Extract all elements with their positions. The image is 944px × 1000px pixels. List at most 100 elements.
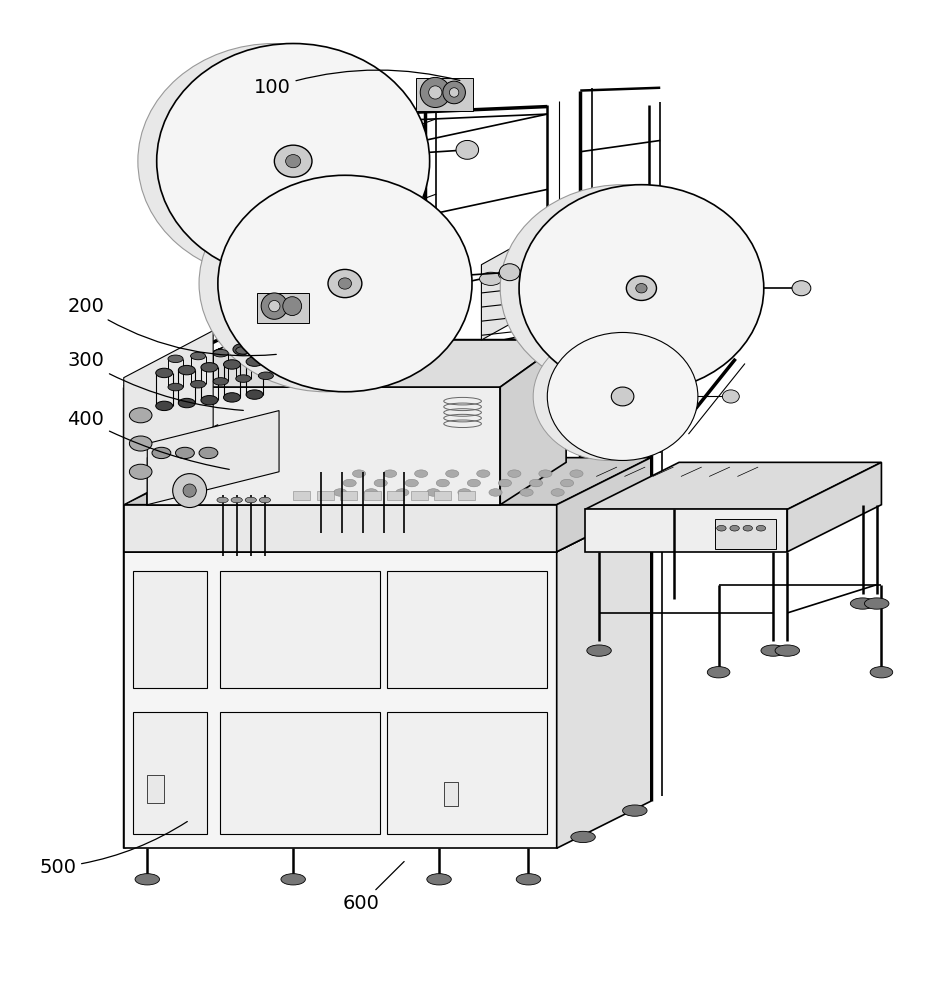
Ellipse shape — [775, 645, 800, 656]
Bar — [387, 571, 548, 688]
Ellipse shape — [178, 398, 195, 408]
Polygon shape — [124, 552, 557, 848]
Text: 600: 600 — [343, 862, 404, 913]
Ellipse shape — [236, 375, 251, 382]
Ellipse shape — [587, 645, 612, 656]
Text: 300: 300 — [67, 351, 244, 410]
Ellipse shape — [280, 340, 297, 351]
Ellipse shape — [129, 408, 152, 423]
Ellipse shape — [236, 347, 251, 354]
Ellipse shape — [520, 489, 533, 496]
Ellipse shape — [517, 263, 540, 276]
Ellipse shape — [328, 269, 362, 298]
Circle shape — [183, 484, 196, 497]
Bar — [411, 491, 428, 500]
Ellipse shape — [224, 360, 241, 369]
Ellipse shape — [477, 470, 490, 477]
Ellipse shape — [129, 436, 152, 451]
Circle shape — [443, 81, 465, 104]
Ellipse shape — [201, 363, 218, 372]
Circle shape — [429, 86, 442, 99]
Ellipse shape — [364, 489, 378, 496]
Ellipse shape — [632, 256, 650, 269]
Ellipse shape — [275, 145, 312, 177]
Ellipse shape — [612, 387, 633, 406]
Polygon shape — [124, 331, 213, 505]
Polygon shape — [416, 78, 473, 111]
Ellipse shape — [508, 470, 521, 477]
Ellipse shape — [257, 342, 274, 353]
Ellipse shape — [343, 479, 356, 487]
Ellipse shape — [551, 489, 565, 496]
Polygon shape — [481, 218, 566, 340]
Ellipse shape — [176, 447, 194, 459]
Ellipse shape — [571, 831, 596, 843]
Ellipse shape — [281, 874, 306, 885]
Ellipse shape — [286, 155, 301, 168]
Ellipse shape — [427, 874, 451, 885]
Ellipse shape — [199, 175, 453, 392]
Bar — [220, 571, 379, 688]
Ellipse shape — [224, 393, 241, 402]
Ellipse shape — [245, 497, 257, 503]
Ellipse shape — [352, 470, 365, 477]
Ellipse shape — [157, 44, 430, 279]
Ellipse shape — [191, 380, 206, 388]
Ellipse shape — [201, 396, 218, 405]
Ellipse shape — [530, 479, 543, 487]
Ellipse shape — [217, 497, 228, 503]
Ellipse shape — [498, 479, 512, 487]
Bar — [387, 491, 404, 500]
Ellipse shape — [446, 470, 459, 477]
Bar — [294, 491, 311, 500]
Bar — [133, 571, 207, 688]
Ellipse shape — [135, 874, 160, 885]
Circle shape — [420, 77, 450, 108]
Ellipse shape — [246, 390, 263, 399]
Ellipse shape — [396, 489, 409, 496]
Polygon shape — [124, 458, 650, 505]
Ellipse shape — [456, 140, 479, 159]
Polygon shape — [258, 293, 310, 323]
Ellipse shape — [304, 338, 320, 349]
Ellipse shape — [570, 470, 583, 477]
Bar — [458, 491, 475, 500]
Ellipse shape — [374, 479, 387, 487]
Polygon shape — [147, 425, 218, 505]
Ellipse shape — [168, 355, 183, 363]
Ellipse shape — [458, 489, 471, 496]
Polygon shape — [557, 458, 650, 552]
Ellipse shape — [600, 256, 619, 269]
Ellipse shape — [584, 256, 603, 269]
Ellipse shape — [623, 805, 647, 816]
Polygon shape — [557, 505, 650, 848]
Ellipse shape — [152, 447, 171, 459]
Ellipse shape — [327, 336, 344, 348]
Ellipse shape — [259, 344, 274, 351]
Ellipse shape — [383, 470, 396, 477]
Ellipse shape — [756, 525, 766, 531]
Ellipse shape — [627, 276, 656, 300]
Ellipse shape — [792, 281, 811, 296]
Circle shape — [269, 300, 280, 312]
Polygon shape — [147, 387, 500, 505]
Ellipse shape — [499, 264, 520, 281]
Bar — [387, 712, 548, 834]
Ellipse shape — [568, 256, 587, 269]
Ellipse shape — [333, 489, 346, 496]
Polygon shape — [147, 411, 279, 505]
Ellipse shape — [548, 332, 698, 460]
Ellipse shape — [519, 185, 764, 392]
Polygon shape — [124, 505, 650, 552]
Ellipse shape — [405, 479, 418, 487]
Ellipse shape — [516, 874, 541, 885]
Bar — [444, 782, 458, 806]
Text: 400: 400 — [67, 410, 229, 469]
Polygon shape — [124, 505, 557, 552]
Ellipse shape — [233, 344, 250, 355]
Ellipse shape — [533, 332, 683, 460]
Ellipse shape — [414, 470, 428, 477]
Ellipse shape — [536, 258, 559, 271]
Ellipse shape — [500, 185, 745, 392]
Ellipse shape — [707, 667, 730, 678]
